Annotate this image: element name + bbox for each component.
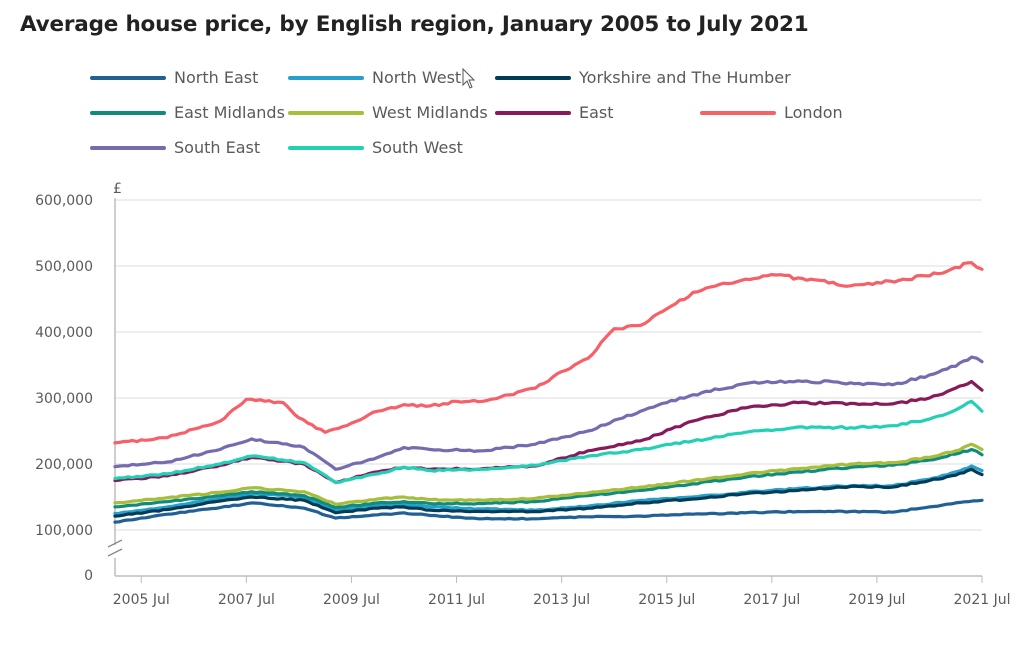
legend-swatch bbox=[90, 145, 166, 150]
legend-label: East Midlands bbox=[174, 103, 285, 122]
legend-swatch bbox=[700, 110, 776, 115]
legend-item-south-east[interactable]: South East bbox=[90, 138, 260, 157]
legend-swatch bbox=[90, 75, 166, 80]
legend-label: South East bbox=[174, 138, 261, 157]
legend-item-south-west[interactable]: South West bbox=[288, 138, 463, 157]
legend-item-west-midlands[interactable]: West Midlands bbox=[288, 103, 488, 122]
legend-item-north-west[interactable]: North West bbox=[288, 68, 461, 87]
legend-label: London bbox=[784, 103, 843, 122]
axis-break-mark bbox=[107, 548, 123, 557]
series-line-yorkshire-and-the-humber bbox=[113, 467, 984, 518]
legend-swatch bbox=[495, 75, 571, 80]
y-tick-label: 100,000 bbox=[35, 523, 93, 539]
y-tick-label: 300,000 bbox=[35, 391, 93, 407]
legend-label: North West bbox=[372, 68, 462, 87]
x-tick-label: 2009 Jul bbox=[323, 592, 380, 608]
series-line-east-midlands bbox=[113, 447, 984, 510]
x-tick-label: 2011 Jul bbox=[428, 592, 485, 608]
legend-label: North East bbox=[174, 68, 259, 87]
x-tick-label: 2007 Jul bbox=[218, 592, 275, 608]
mouse-pointer-icon bbox=[462, 68, 476, 89]
legend-swatch bbox=[495, 110, 571, 115]
legend-label: South West bbox=[372, 138, 463, 157]
y-tick-label: 200,000 bbox=[35, 457, 93, 473]
series-line-south-west bbox=[113, 399, 984, 485]
series-line-south-east bbox=[113, 355, 984, 471]
legend-item-yorkshire-and-the-humber[interactable]: Yorkshire and The Humber bbox=[495, 68, 791, 87]
y-axis-unit: £ bbox=[113, 181, 122, 197]
x-tick-label: 2021 Jul bbox=[954, 592, 1011, 608]
x-tick-label: 2015 Jul bbox=[638, 592, 695, 608]
legend-swatch bbox=[288, 145, 364, 150]
series-line-west-midlands bbox=[113, 442, 984, 506]
series-line-north-east bbox=[113, 498, 984, 524]
x-tick-label: 2005 Jul bbox=[113, 592, 170, 608]
chart-title: Average house price, by English region, … bbox=[20, 12, 809, 37]
legend-item-london[interactable]: London bbox=[700, 103, 843, 122]
legend-label: Yorkshire and The Humber bbox=[579, 68, 791, 87]
y-tick-label: 600,000 bbox=[35, 193, 93, 209]
x-tick-label: 2013 Jul bbox=[533, 592, 590, 608]
legend-item-east[interactable]: East bbox=[495, 103, 614, 122]
axis-break-mark bbox=[107, 539, 123, 548]
y-tick-label: 0 bbox=[84, 568, 93, 584]
legend-swatch bbox=[288, 110, 364, 115]
legend-swatch bbox=[288, 75, 364, 80]
series-line-london bbox=[113, 261, 984, 445]
y-tick-label: 500,000 bbox=[35, 259, 93, 275]
x-tick-label: 2017 Jul bbox=[743, 592, 800, 608]
x-tick-label: 2019 Jul bbox=[848, 592, 905, 608]
legend-label: East bbox=[579, 103, 614, 122]
y-tick-label: 400,000 bbox=[35, 325, 93, 341]
legend-item-north-east[interactable]: North East bbox=[90, 68, 258, 87]
legend-swatch bbox=[90, 110, 166, 115]
legend-item-east-midlands[interactable]: East Midlands bbox=[90, 103, 285, 122]
legend-label: West Midlands bbox=[372, 103, 488, 122]
